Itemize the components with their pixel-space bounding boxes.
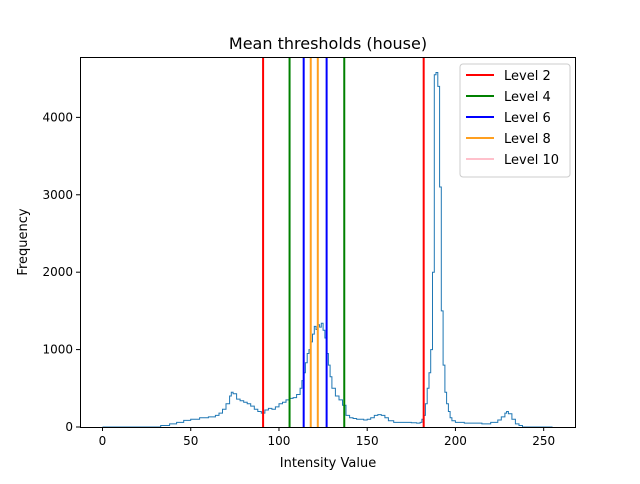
legend-label: Level 10 bbox=[504, 153, 559, 168]
legend-label: Level 4 bbox=[504, 90, 551, 105]
x-tick-label: 0 bbox=[99, 434, 107, 448]
x-tick-label: 250 bbox=[532, 434, 555, 448]
chart-title: Mean thresholds (house) bbox=[229, 34, 427, 53]
histogram-line bbox=[102, 72, 553, 428]
legend-label: Level 2 bbox=[504, 69, 551, 84]
y-tick-label: 3000 bbox=[42, 188, 73, 202]
legend-label: Level 6 bbox=[504, 111, 551, 126]
y-tick-label: 1000 bbox=[42, 343, 73, 357]
x-tick-label: 100 bbox=[268, 434, 291, 448]
y-tick-label: 4000 bbox=[42, 110, 73, 124]
legend-box bbox=[459, 63, 571, 178]
x-tick-label: 150 bbox=[356, 434, 379, 448]
legend: Level 2 Level 4 Level 6 Level 8 Level 10 bbox=[459, 63, 571, 178]
ticks-layer: 0 50 100 150 200 250 0 1000 2000 3000 4000 bbox=[42, 110, 555, 448]
x-tick-label: 50 bbox=[183, 434, 198, 448]
y-axis-label: Frequency bbox=[16, 208, 31, 275]
y-tick-label: 2000 bbox=[42, 265, 73, 279]
plot-layer bbox=[102, 57, 553, 428]
plot-frame bbox=[80, 57, 576, 428]
x-tick-label: 200 bbox=[444, 434, 467, 448]
x-axis-label: Intensity Value bbox=[280, 456, 376, 471]
legend-label: Level 8 bbox=[504, 132, 551, 147]
y-tick-label: 0 bbox=[65, 420, 73, 434]
